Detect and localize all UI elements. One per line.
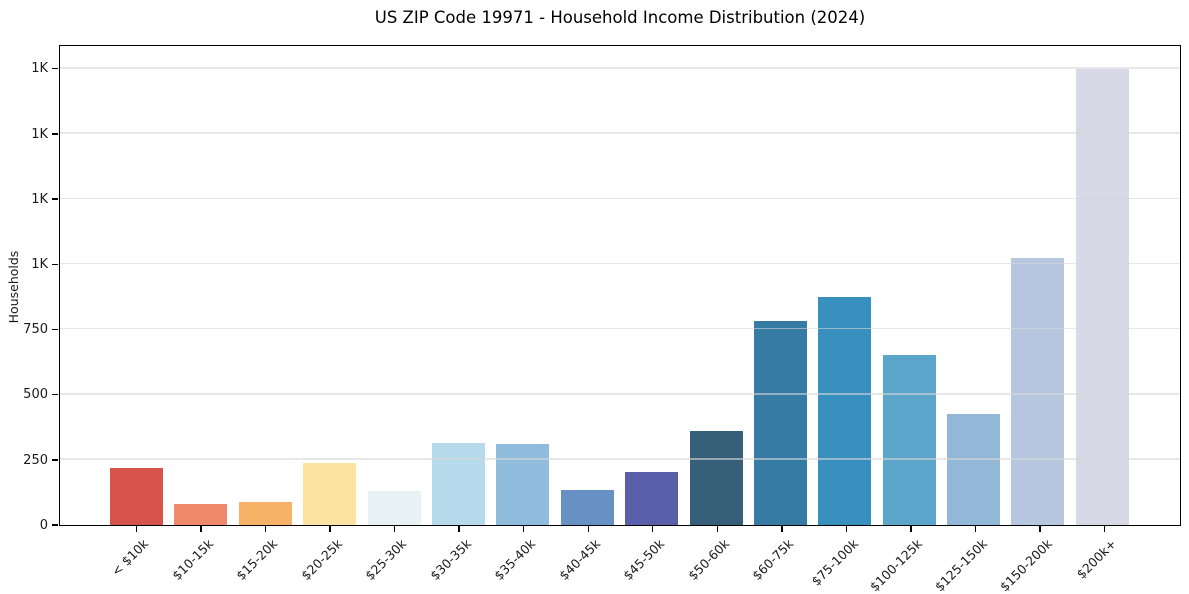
x-tick-mark: [264, 526, 267, 532]
y-tick-mark: [52, 133, 58, 135]
x-tick-label: $30-35k: [426, 536, 474, 584]
x-tick-mark: [716, 526, 718, 532]
bar-6: [496, 444, 550, 525]
x-tick-mark: [974, 526, 977, 532]
bar-8: [625, 472, 679, 525]
x-tick-mark: [587, 526, 589, 532]
y-tick-mark: [52, 524, 58, 526]
x-tick-mark: [845, 526, 848, 532]
bar-1: [174, 503, 228, 525]
x-tick-label: $100-125k: [867, 536, 926, 594]
gridline: [60, 197, 1180, 200]
y-tick-label: 1K: [31, 256, 48, 272]
bars-layer: [60, 46, 1180, 525]
x-tick-label: $60-75k: [749, 536, 797, 584]
y-tick-label: 1K: [31, 191, 48, 207]
x-tick-mark: [1039, 526, 1041, 532]
y-tick-label: 250: [23, 452, 48, 468]
y-tick-label: 1K: [31, 61, 48, 77]
y-tick-label: 750: [23, 322, 48, 338]
y-tick-mark: [52, 328, 58, 331]
x-tick-mark: [652, 526, 654, 532]
bar-4: [367, 491, 421, 525]
x-tick-label: $20-25k: [297, 536, 345, 584]
bar-0: [110, 468, 163, 525]
y-tick-label: 1K: [31, 126, 48, 142]
bar-11: [818, 297, 872, 525]
bar-2: [238, 501, 292, 525]
x-tick-label: $125-150k: [931, 536, 991, 594]
bar-10: [753, 321, 807, 525]
bar-15: [1075, 68, 1129, 525]
y-tick-mark: [52, 393, 58, 396]
x-tick-mark: [135, 526, 138, 532]
x-tick-label: $40-45k: [555, 536, 603, 584]
bar-9: [689, 430, 743, 525]
x-tick-label: $25-30k: [362, 536, 410, 584]
x-tick-label: $45-50k: [620, 536, 668, 584]
x-tick-mark: [200, 526, 202, 532]
gridline: [60, 458, 1180, 460]
x-tick-label: $35-40k: [491, 536, 539, 584]
x-tick-mark: [910, 526, 912, 532]
y-tick-mark: [52, 198, 58, 200]
chart-title: US ZIP Code 19971 - Household Income Dis…: [374, 8, 866, 27]
x-tick-label: $150-200k: [996, 536, 1055, 594]
x-tick-label: $10-15k: [168, 536, 216, 584]
x-tick-label: $200k+: [1073, 536, 1120, 582]
y-tick-label: 0: [39, 517, 48, 533]
x-tick-label: < $10k: [108, 536, 152, 579]
x-tick-mark: [781, 526, 783, 532]
y-tick-label: 500: [23, 387, 48, 403]
x-tick-label: $15-20k: [233, 536, 281, 584]
x-tick-mark: [458, 526, 460, 532]
bar-12: [882, 354, 936, 525]
x-tick-mark: [1103, 526, 1106, 532]
x-tick-label: $50-60k: [684, 536, 732, 584]
bar-7: [560, 489, 614, 525]
x-tick-label: $75-100k: [808, 536, 861, 589]
plot-area: 0 250 500 750 1K 1K 1K 1K < $10k $10-15k $15-20k $2…: [23, 45, 1181, 594]
y-tick-mark: [52, 68, 58, 70]
gridline: [60, 393, 1180, 395]
bar-13: [947, 414, 1001, 525]
y-tick-mark: [52, 459, 58, 461]
bar-14: [1011, 257, 1065, 525]
x-tick-mark: [393, 526, 396, 532]
gridline: [60, 132, 1180, 134]
y-axis-label: Households: [6, 250, 21, 324]
gridline: [60, 262, 1180, 265]
x-tick-mark: [329, 526, 331, 532]
x-tick-mark: [523, 526, 525, 532]
gridline: [60, 67, 1180, 69]
bar-5: [431, 443, 485, 525]
gridline: [60, 328, 1180, 330]
y-tick-mark: [52, 263, 58, 265]
bar-3: [303, 463, 357, 525]
